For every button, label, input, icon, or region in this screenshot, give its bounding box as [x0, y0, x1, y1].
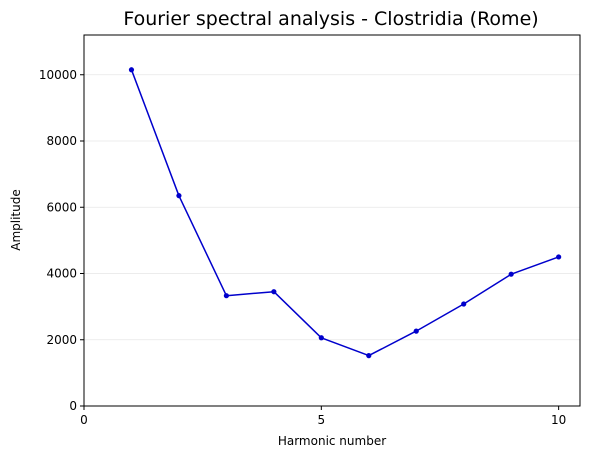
data-point	[366, 353, 372, 359]
x-tick-label: 0	[80, 413, 88, 427]
y-tick-label: 0	[69, 399, 77, 413]
data-point	[271, 289, 277, 295]
y-axis: 0 2000 4000 6000 8000 10000	[39, 68, 84, 413]
y-tick-label: 4000	[46, 267, 77, 281]
data-point	[508, 271, 514, 277]
series-line	[130, 69, 559, 357]
data-point	[556, 254, 562, 260]
data-point	[223, 293, 229, 299]
data-point	[461, 301, 467, 307]
chart-title: Fourier spectral analysis - Clostridia (…	[123, 8, 538, 30]
plot-frame	[83, 34, 581, 407]
data-point	[413, 328, 419, 334]
y-tick-label: 2000	[46, 333, 77, 347]
x-tick-label: 5	[318, 413, 326, 427]
data-point	[128, 67, 135, 73]
y-axis-label: Amplitude	[9, 189, 23, 251]
data-point	[318, 335, 324, 341]
grid	[84, 74, 580, 341]
data-point	[176, 193, 182, 199]
series-amplitude	[128, 67, 562, 359]
y-tick-label: 8000	[46, 134, 77, 148]
x-axis-label: Harmonic number	[278, 434, 386, 448]
x-axis: 0 5 10	[80, 406, 566, 427]
x-tick-label: 10	[551, 413, 566, 427]
y-tick-label: 10000	[39, 68, 77, 82]
y-tick-label: 6000	[46, 200, 77, 214]
